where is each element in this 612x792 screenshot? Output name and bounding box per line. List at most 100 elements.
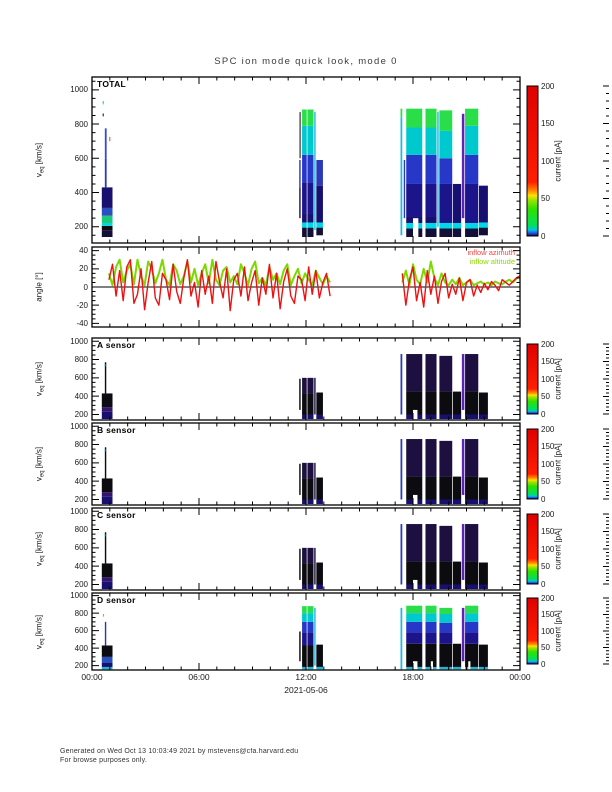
y-tick-label: 200 (74, 410, 88, 419)
y-tick-label: 800 (74, 608, 88, 618)
colorbar-tick-label: 200 (541, 339, 555, 349)
colorbar-tick-label: 50 (541, 392, 550, 401)
y-axis-label-sub: eq (39, 166, 46, 174)
y-tick-label: 200 (74, 580, 88, 589)
y-axis-label-sub: eq (39, 385, 46, 393)
y-axis-label-angle: angle [°] (35, 272, 46, 301)
y-tick-label: 400 (74, 188, 88, 197)
y-axis-label-sub: eq (39, 637, 46, 645)
colorbar-tick-label: 150 (541, 357, 555, 366)
y-axis-label-sub: eq (39, 555, 46, 563)
y-tick-label: -20 (76, 300, 88, 310)
footer-generated-line: Generated on Wed Oct 13 10:03:49 2021 by… (60, 748, 299, 755)
y-axis-label-main: v (34, 562, 44, 567)
colorbar-tick-label: 100 (541, 156, 555, 166)
page-title: SPC ion mode quick look, mode 0 (214, 56, 398, 67)
y-tick-label: 1000 (70, 591, 88, 601)
y-tick-label: 600 (74, 153, 88, 163)
y-tick-label: 400 (74, 476, 88, 486)
legend-inflow-altitude: inflow altitude (469, 257, 515, 266)
y-tick-label: 200 (74, 222, 88, 232)
date-label: 2021-05-06 (284, 685, 328, 695)
y-axis-label-units: [km/s] (34, 531, 44, 556)
colorbar-tick-label: 200 (541, 509, 555, 519)
y-axis-label-main: v (34, 477, 44, 482)
colorbar-tick-label: 50 (541, 194, 550, 203)
y-tick-label: -40 (76, 318, 88, 328)
y-tick-label: 20 (79, 264, 88, 274)
y-tick-label: 800 (74, 355, 88, 365)
footer: Generated on Wed Oct 13 10:03:49 2021 by… (60, 748, 298, 765)
y-axis-label-c: veq [km/s] (35, 532, 46, 566)
y-tick-label: 600 (74, 373, 88, 383)
colorbar-label: current [pA] (553, 443, 563, 485)
y-axis-label-a: veq [km/s] (35, 362, 46, 396)
colorbar-tick-label: 200 (541, 424, 555, 434)
y-axis-label-units: [km/s] (34, 142, 44, 167)
colorbar-label: current [pA] (553, 358, 563, 400)
colorbar-tick-label: 100 (541, 544, 555, 554)
y-axis-label-main: v (34, 392, 44, 397)
colorbar-tick-label: 150 (541, 610, 555, 619)
colorbar-tick-label: 0 (541, 579, 546, 589)
panel-label-a: A sensor (97, 340, 136, 350)
y-axis-label-sub: eq (39, 470, 46, 478)
x-tick-label: 00:00 (81, 672, 103, 682)
y-tick-label: 1000 (70, 85, 88, 95)
colorbar-tick-label: 0 (541, 409, 546, 419)
panel-label-d: D sensor (97, 595, 136, 605)
y-axis-label-main: angle [°] (34, 272, 44, 302)
y-tick-label: 600 (74, 458, 88, 468)
y-tick-label: 800 (74, 119, 88, 129)
y-tick-label: 40 (79, 246, 88, 256)
x-tick-label: 00:00 (509, 672, 531, 682)
colorbar-tick-label: 200 (541, 593, 555, 603)
colorbar-tick-label: 50 (541, 477, 550, 486)
y-axis-label-units: [km/s] (34, 361, 44, 386)
y-tick-label: 600 (74, 543, 88, 553)
legend-inflow-azimuth: inflow azimuth (467, 248, 515, 257)
y-axis-label-units: [km/s] (34, 614, 44, 638)
panel-label-b: B sensor (97, 425, 136, 435)
y-tick-label: 400 (74, 561, 88, 571)
y-tick-label: 400 (74, 643, 88, 653)
colorbar-label: current [pA] (553, 140, 563, 182)
y-tick-label: 200 (74, 661, 88, 671)
y-tick-label: 800 (74, 525, 88, 535)
colorbar-tick-label: 0 (541, 659, 546, 669)
colorbar-tick-label: 200 (541, 81, 555, 91)
colorbar-tick-label: 150 (541, 119, 555, 128)
y-tick-label: 200 (74, 495, 88, 504)
colorbar-tick-label: 100 (541, 459, 555, 469)
colorbar-tick-label: 0 (541, 231, 546, 241)
y-tick-label: 1000 (70, 336, 88, 346)
panel-label-total: TOTAL (97, 79, 127, 89)
colorbar-tick-label: 50 (541, 643, 550, 652)
colorbar-label: current [pA] (553, 610, 563, 652)
colorbar-tick-label: 150 (541, 527, 555, 536)
x-tick-label: 18:00 (402, 672, 424, 682)
y-tick-label: 800 (74, 440, 88, 450)
y-axis-label-total: veq [km/s] (35, 143, 46, 177)
panel-label-c: C sensor (97, 510, 136, 520)
colorbar-tick-label: 100 (541, 374, 555, 384)
y-axis-label-b: veq [km/s] (35, 447, 46, 481)
colorbar-label: current [pA] (553, 528, 563, 570)
y-axis-label-units: [km/s] (34, 446, 44, 471)
y-axis-label-d: veq [km/s] (35, 614, 46, 648)
y-tick-label: 400 (74, 391, 88, 401)
colorbar-tick-label: 100 (541, 626, 555, 636)
footer-browse-line: For browse purposes only. (60, 756, 147, 764)
y-tick-label: 600 (74, 626, 88, 636)
colorbar-tick-label: 150 (541, 442, 555, 451)
x-tick-label: 06:00 (188, 672, 210, 682)
y-tick-label: 1000 (70, 506, 88, 516)
y-axis-label-main: v (34, 644, 44, 649)
colorbar-tick-label: 0 (541, 494, 546, 504)
x-tick-label: 12:00 (295, 672, 317, 682)
y-axis-label-main: v (34, 173, 44, 178)
y-tick-label: 0 (83, 282, 88, 292)
colorbar-tick-label: 50 (541, 562, 550, 571)
